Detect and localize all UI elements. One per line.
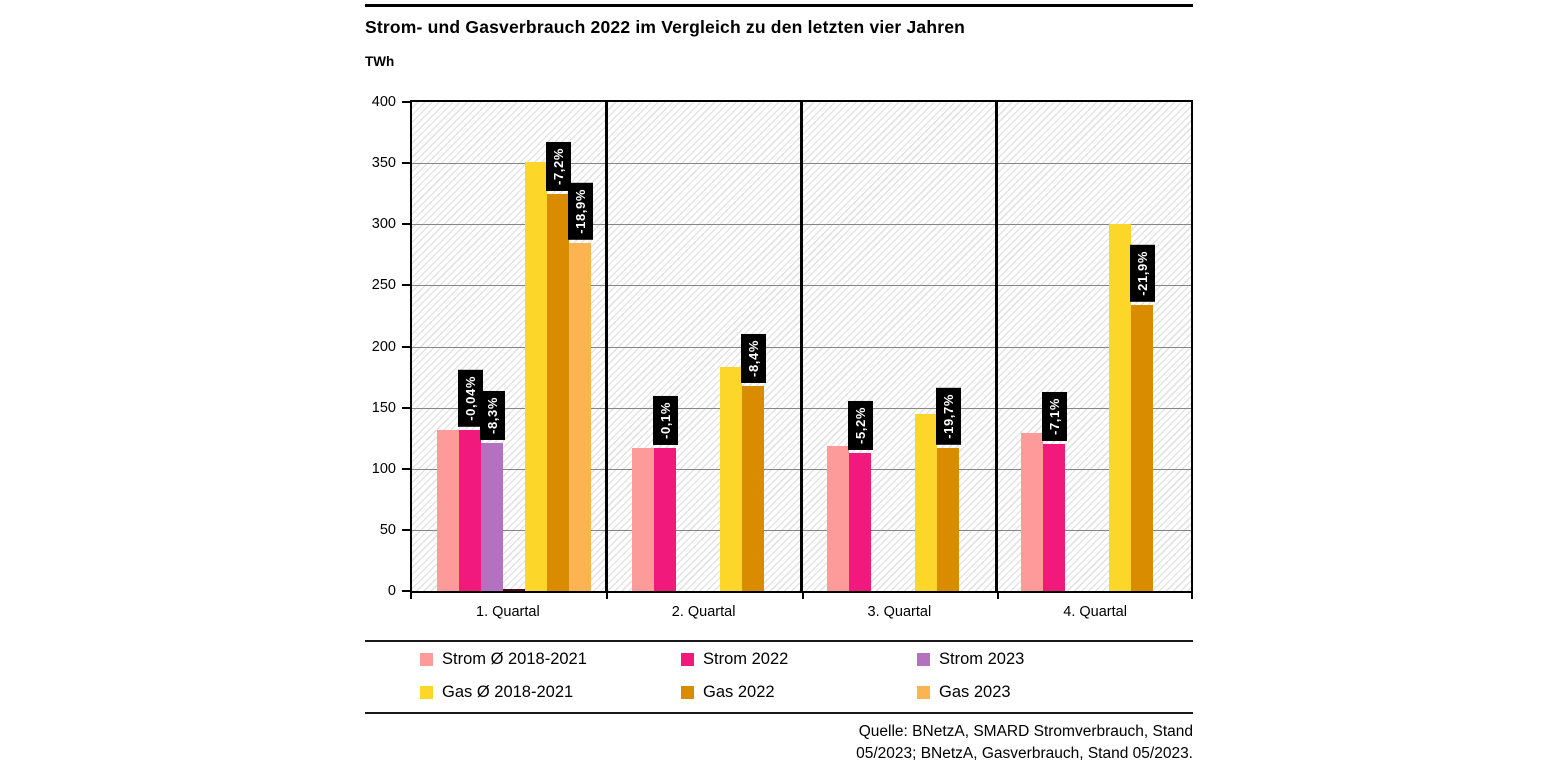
bar xyxy=(1043,444,1066,591)
value-label: -0,1% xyxy=(652,396,678,445)
bar xyxy=(653,447,676,591)
bar xyxy=(503,589,525,591)
bar xyxy=(719,367,742,591)
source-line-1: Quelle: BNetzA, SMARD Stromverbrauch, St… xyxy=(858,723,1193,740)
chart-title: Strom- und Gasverbrauch 2022 im Vergleic… xyxy=(365,17,966,37)
y-tick-label: 350 xyxy=(371,155,396,172)
bar xyxy=(1131,304,1154,591)
y-axis: 400 350 300 250 200 150 100 50 0 xyxy=(330,94,410,599)
legend-item-strom-2022: Strom 2022 xyxy=(681,650,917,669)
y-tick-label: 250 xyxy=(371,277,396,294)
y-tick-mark xyxy=(402,590,410,592)
value-label: -21,9% xyxy=(1130,245,1156,302)
bar xyxy=(741,385,764,591)
legend-item-strom-2023: Strom 2023 xyxy=(917,650,1193,669)
legend-item-strom-avg: Strom Ø 2018-2021 xyxy=(420,650,681,669)
legend-item-gas-2023: Gas 2023 xyxy=(917,683,1193,702)
y-tick-mark xyxy=(402,467,410,470)
bar xyxy=(1109,224,1132,591)
x-category-label: 1. Quartal xyxy=(476,604,540,620)
value-label: -8,3% xyxy=(480,391,505,441)
y-tick-mark xyxy=(402,345,410,348)
legend: Strom Ø 2018-2021 Strom 2022 Strom 2023 … xyxy=(365,650,1193,702)
bar xyxy=(459,429,481,591)
legend-label: Gas Ø 2018-2021 xyxy=(442,683,574,701)
bar xyxy=(525,161,547,591)
x-tick-mark xyxy=(605,593,608,599)
x-tick-mark xyxy=(801,593,804,599)
y-tick-label: 50 xyxy=(379,521,396,538)
bar xyxy=(848,452,871,591)
x-category-label: 3. Quartal xyxy=(867,604,932,620)
legend-item-gas-avg: Gas Ø 2018-2021 xyxy=(420,683,681,702)
plot-area: -0,04% -0,1% -5,2% -7,1% -8,3% -7,2% -8,4% -19,… xyxy=(410,100,1193,593)
y-tick-mark xyxy=(402,284,410,287)
legend-swatch xyxy=(420,653,433,666)
y-tick-mark xyxy=(402,101,410,103)
legend-label: Strom 2022 xyxy=(703,650,789,668)
x-tick-mark xyxy=(1191,593,1193,599)
value-label: -7,1% xyxy=(1042,392,1068,442)
bar xyxy=(936,447,959,591)
legend-label: Strom Ø 2018-2021 xyxy=(442,650,587,668)
legend-swatch xyxy=(420,686,433,699)
legend-swatch xyxy=(917,653,930,666)
top-rule xyxy=(365,4,1193,7)
x-axis-ticks xyxy=(410,593,1193,600)
panel-divider xyxy=(605,102,609,591)
bar xyxy=(481,443,503,591)
bar xyxy=(547,193,569,591)
y-tick-mark xyxy=(402,406,410,409)
x-tick-mark xyxy=(997,593,1000,599)
y-tick-label: 300 xyxy=(371,216,396,233)
source-note: Quelle: BNetzA, SMARD Stromverbrauch, St… xyxy=(593,721,1193,765)
y-tick-label: 100 xyxy=(371,460,396,477)
bar xyxy=(1021,433,1044,591)
x-category-label: 2. Quartal xyxy=(671,604,736,620)
x-axis-labels: 1. Quartal 2. Quartal 3. Quartal 4. Quartal xyxy=(410,604,1193,626)
value-label: -18,9% xyxy=(568,182,593,240)
bar xyxy=(914,413,937,591)
legend-swatch xyxy=(681,653,694,666)
x-category-label: 4. Quartal xyxy=(1063,604,1127,620)
bar xyxy=(826,445,849,591)
bar xyxy=(437,429,459,591)
source-line-2: 05/2023; BNetzA, Gasverbrauch, Stand 05/… xyxy=(856,745,1193,762)
y-axis-unit-label: TWh xyxy=(365,54,395,69)
legend-label: Gas 2023 xyxy=(939,683,1011,701)
bar xyxy=(631,447,654,591)
y-tick-label: 400 xyxy=(371,94,396,110)
y-tick-label: 150 xyxy=(371,399,396,416)
legend-top-rule xyxy=(365,640,1193,642)
legend-swatch xyxy=(917,686,930,699)
legend-label: Strom 2023 xyxy=(939,650,1025,668)
y-tick-mark xyxy=(402,162,410,165)
value-label: -8,4% xyxy=(740,333,766,383)
panel-divider xyxy=(800,102,803,591)
legend-label: Gas 2022 xyxy=(703,683,775,701)
y-tick-label: 200 xyxy=(371,338,396,355)
legend-bottom-rule xyxy=(365,712,1193,714)
value-label: -19,7% xyxy=(935,388,961,445)
bar xyxy=(569,242,591,591)
panel-divider xyxy=(994,102,998,591)
legend-item-gas-2022: Gas 2022 xyxy=(681,683,917,702)
legend-swatch xyxy=(681,686,694,699)
y-tick-label: 0 xyxy=(387,583,396,599)
y-tick-mark xyxy=(402,223,410,226)
x-tick-mark xyxy=(410,593,412,599)
value-label: -5,2% xyxy=(847,400,873,450)
y-tick-mark xyxy=(402,528,410,531)
